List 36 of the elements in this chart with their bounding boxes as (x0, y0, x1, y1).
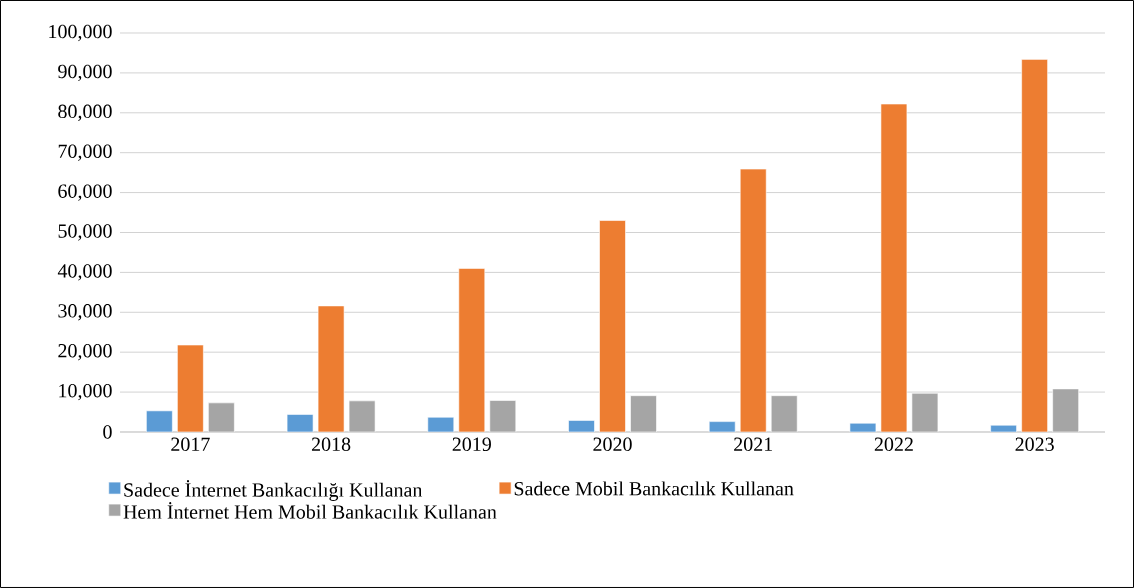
y-tick-label: 10,000 (59, 383, 112, 401)
y-tick-label: 20,000 (58, 344, 112, 361)
y-tick-label: 80,000 (58, 104, 112, 121)
y-tick-label: 50,000 (58, 224, 112, 241)
x-tick-label: 2018 (311, 437, 351, 452)
x-tick-label: 2021 (734, 437, 773, 452)
bar (911, 392, 939, 432)
bar (739, 168, 767, 432)
y-tick-label: 40,000 (57, 264, 112, 281)
bar (458, 268, 486, 432)
bar (317, 305, 345, 432)
bar (880, 103, 908, 432)
x-tick-label: 2017 (171, 437, 210, 452)
bar (177, 344, 204, 432)
bar (146, 410, 173, 432)
bar (489, 400, 517, 432)
bar (599, 220, 626, 432)
bar (770, 395, 798, 432)
y-tick-label: 60,000 (58, 184, 112, 201)
x-tick-label: 2022 (874, 437, 913, 452)
y-tick-label: 30,000 (58, 304, 112, 321)
x-tick-label: 2023 (1015, 437, 1054, 452)
bar (630, 395, 657, 432)
bar (348, 400, 376, 432)
bar (1052, 388, 1079, 432)
bar (1021, 59, 1048, 432)
x-tick-label: 2019 (452, 437, 491, 452)
bar (208, 402, 235, 432)
legend-label: Sadece Mobil Bankacılık Kullanan (514, 481, 794, 496)
x-tick-label: 2020 (593, 437, 632, 452)
y-tick-label: 70,000 (58, 144, 112, 161)
y-tick-label: 100,000 (49, 24, 112, 42)
legend-label: Hem İnternet Hem Mobil Bankacılık Kullanan (123, 502, 497, 519)
legend-label: Sadece İnternet Bankacılığı Kullanan (124, 480, 423, 501)
y-tick-label: 0 (103, 425, 112, 439)
y-tick-label: 90,000 (58, 64, 112, 82)
